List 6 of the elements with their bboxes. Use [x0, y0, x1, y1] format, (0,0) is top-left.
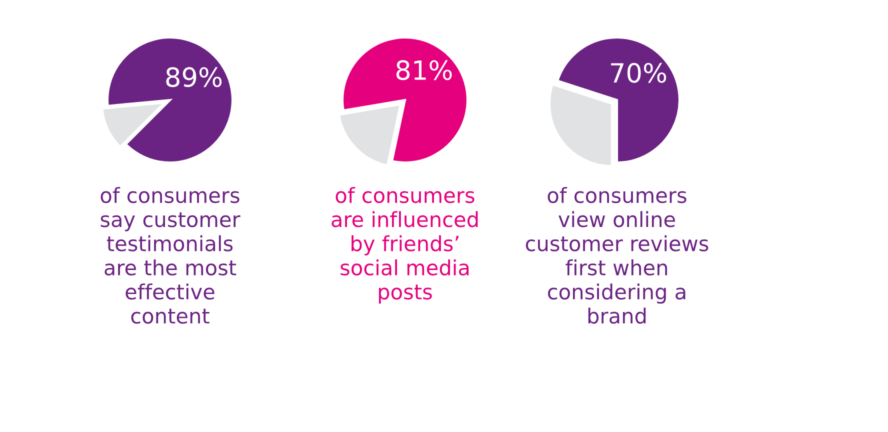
data-label: 70%: [611, 62, 666, 83]
data-label: 81%: [396, 60, 452, 80]
text: of consumers view online customer reviews first when considering a brand: [526, 187, 708, 324]
data-label: 89%: [166, 67, 222, 88]
text: of consumers are influenced by friends’ social media posts: [332, 187, 478, 304]
text: of consumers say customer testimonials are the most effective content: [100, 187, 240, 324]
